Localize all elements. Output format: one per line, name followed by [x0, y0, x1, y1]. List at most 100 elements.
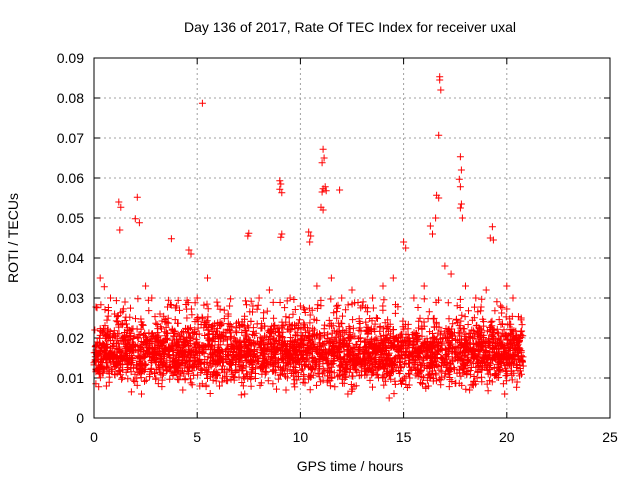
y-tick-label: 0.06 — [57, 170, 84, 186]
data-point — [113, 354, 121, 362]
data-point — [197, 366, 205, 374]
data-point — [306, 238, 314, 246]
data-point — [138, 390, 145, 398]
data-point — [406, 374, 414, 382]
y-tick-label: 0.07 — [57, 130, 84, 146]
data-point — [322, 187, 330, 195]
data-point — [214, 302, 222, 310]
data-point — [456, 153, 464, 161]
data-point — [255, 294, 263, 302]
y-tick-label: 0.05 — [57, 210, 84, 226]
y-tick-label: 0.04 — [57, 250, 84, 266]
data-point — [424, 382, 432, 390]
data-point — [389, 274, 397, 282]
data-point — [482, 286, 490, 294]
data-point — [497, 302, 505, 310]
data-point — [198, 99, 206, 107]
tick-labels: 0 0.01 0.02 0.03 0.04 0.05 0.06 0.07 0.08 0.09 0 5 1… — [57, 50, 618, 445]
data-point — [167, 235, 175, 243]
data-point — [277, 180, 285, 188]
data-point — [204, 274, 211, 282]
data-point — [385, 394, 393, 402]
data-point — [183, 314, 191, 322]
data-point — [358, 302, 366, 310]
data-point — [282, 386, 290, 394]
data-point — [410, 294, 418, 302]
data-point — [265, 286, 273, 294]
data-point — [107, 294, 114, 302]
data-point — [235, 318, 242, 326]
data-point — [327, 274, 335, 282]
data-point — [142, 282, 150, 290]
data-point — [261, 370, 269, 378]
data-point — [447, 270, 455, 278]
x-tick-label: 5 — [193, 429, 201, 445]
data-point — [117, 203, 125, 211]
data-point — [276, 185, 284, 193]
data-point — [307, 232, 315, 240]
x-tick-label: 15 — [396, 429, 412, 445]
data-point — [115, 198, 123, 206]
data-point — [276, 177, 284, 185]
data-point — [420, 282, 428, 290]
x-axis-label: GPS time / hours — [297, 458, 404, 474]
data-point — [445, 366, 453, 374]
data-point — [162, 318, 170, 326]
y-tick-label: 0.08 — [57, 90, 84, 106]
data-point — [301, 362, 308, 370]
data-point — [400, 238, 408, 246]
data-point — [519, 362, 527, 370]
data-point — [96, 274, 104, 282]
y-tick-label: 0.03 — [57, 290, 84, 306]
x-tick-label: 25 — [602, 429, 618, 445]
data-point — [436, 76, 444, 84]
data-point — [116, 226, 124, 234]
data-point — [102, 382, 110, 390]
data-point — [429, 230, 436, 238]
plot-frame — [93, 57, 611, 419]
y-tick-label: 0.02 — [57, 330, 84, 346]
data-point — [348, 286, 356, 294]
data-point — [277, 233, 285, 241]
data-point — [278, 230, 286, 238]
data-point — [296, 302, 304, 310]
data-point — [501, 390, 509, 398]
data-point — [437, 86, 445, 94]
data-point — [156, 310, 164, 318]
data-point — [344, 390, 352, 398]
data-point — [365, 366, 372, 374]
data-point — [455, 175, 463, 183]
data-point — [278, 189, 286, 197]
y-tick-label: 0.01 — [57, 370, 84, 386]
scatter-bulk-marks — [90, 295, 527, 399]
data-point — [402, 244, 410, 252]
data-point — [458, 214, 466, 222]
data-point — [379, 282, 387, 290]
data-point — [369, 294, 377, 302]
data-point — [457, 200, 465, 208]
data-point — [313, 282, 321, 290]
data-point — [456, 183, 464, 191]
scatter-bulk-points — [90, 295, 527, 399]
data-point — [319, 206, 327, 214]
data-point — [462, 282, 469, 290]
data-point — [168, 358, 176, 366]
data-point — [173, 302, 181, 310]
data-point — [179, 386, 187, 394]
data-point — [432, 214, 440, 222]
data-point — [187, 250, 195, 258]
data-point — [305, 228, 313, 236]
data-point — [509, 294, 517, 302]
data-point — [435, 131, 443, 139]
data-point — [426, 222, 434, 230]
data-point — [489, 236, 497, 244]
data-point — [148, 294, 156, 302]
y-axis-label: ROTI / TECUs — [5, 193, 21, 283]
data-point — [131, 215, 139, 223]
data-point — [318, 159, 326, 167]
data-point — [336, 186, 344, 194]
scatter-points — [92, 73, 527, 402]
data-point — [466, 386, 474, 394]
data-point — [100, 283, 108, 291]
